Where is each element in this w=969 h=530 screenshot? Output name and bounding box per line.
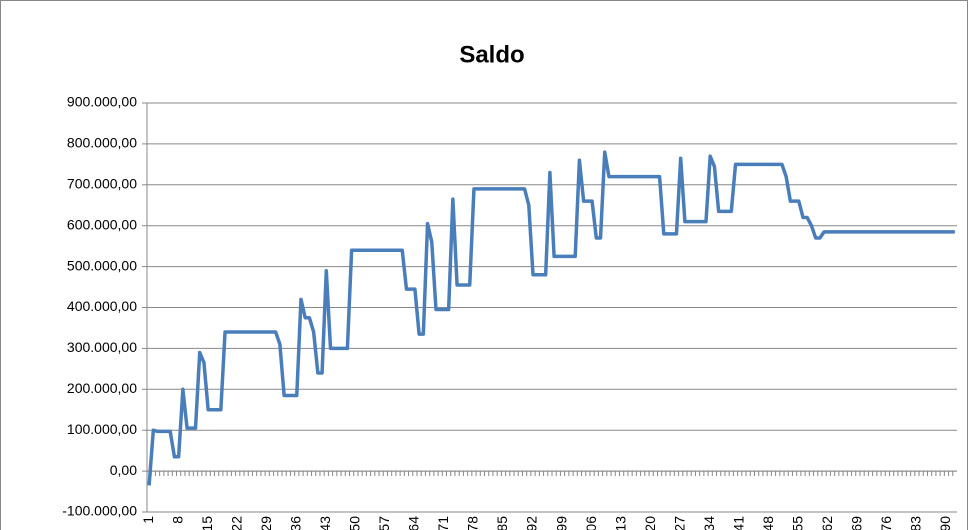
- x-tick-label: 141: [730, 516, 746, 530]
- x-tick-label: 8: [169, 516, 185, 524]
- data-line: [147, 150, 955, 486]
- x-tick-label: 106: [583, 516, 599, 530]
- y-tick-label: 600.000,00: [67, 216, 137, 232]
- y-tick-label: 0,00: [110, 462, 137, 478]
- x-tick-label: 169: [849, 516, 865, 530]
- x-tick-label: 1: [140, 516, 156, 524]
- x-tick-label: 78: [465, 516, 481, 530]
- x-tick-label: 92: [524, 516, 540, 530]
- x-tick-label: 127: [671, 516, 687, 530]
- x-tick-label: 71: [435, 516, 451, 530]
- x-tick-label: 190: [937, 516, 953, 530]
- x-tick-label: 36: [287, 516, 303, 530]
- y-tick-label: 100.000,00: [67, 421, 137, 437]
- y-tick-label: 500.000,00: [67, 257, 137, 273]
- x-tick-label: 29: [258, 516, 274, 530]
- x-tick-label: 85: [494, 516, 510, 530]
- y-tick-label: 400.000,00: [67, 298, 137, 314]
- x-tick-label: 50: [347, 516, 363, 530]
- chart-title: Saldo: [459, 41, 524, 68]
- y-tick-label: 200.000,00: [67, 380, 137, 396]
- x-tick-label: 183: [908, 516, 924, 530]
- x-tick-label: 148: [760, 516, 776, 530]
- y-tick-label: 800.000,00: [67, 135, 137, 151]
- y-tick-label: 300.000,00: [67, 339, 137, 355]
- y-tick-label: -100.000,00: [62, 503, 137, 519]
- x-tick-label: 64: [406, 516, 422, 530]
- y-tick-label: 700.000,00: [67, 176, 137, 192]
- x-tick-label: 43: [317, 516, 333, 530]
- x-tick-label: 22: [228, 516, 244, 530]
- y-tick-label: 900.000,00: [67, 94, 137, 110]
- x-tick-label: 15: [199, 516, 215, 530]
- x-tick-label: 162: [819, 516, 835, 530]
- x-tick-label: 176: [878, 516, 894, 530]
- x-tick-label: 155: [790, 516, 806, 530]
- x-tick-label: 99: [553, 516, 569, 530]
- x-tick-label: 134: [701, 516, 717, 530]
- x-tick-label: 57: [376, 516, 392, 530]
- x-tick-label: 113: [612, 516, 628, 530]
- x-tick-label: 120: [642, 516, 658, 530]
